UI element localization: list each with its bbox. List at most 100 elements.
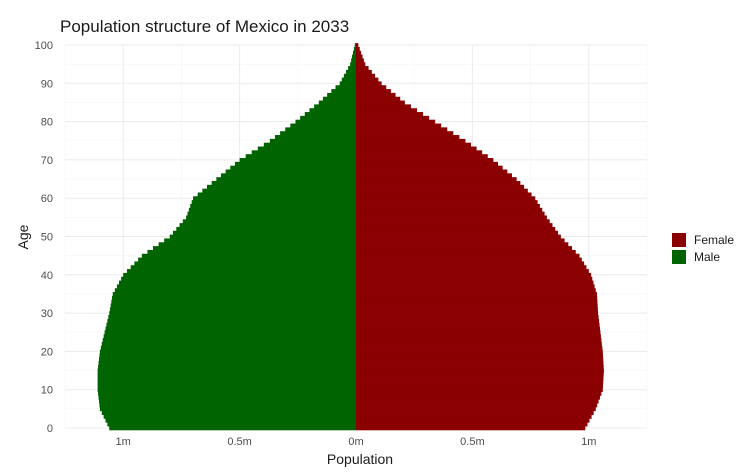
male-bar (169, 234, 356, 239)
male-bar (216, 177, 356, 182)
legend-swatch (672, 250, 686, 264)
x-tick-label: 1m (116, 436, 131, 448)
male-bar (103, 414, 356, 419)
female-bar (356, 341, 602, 347)
female-bar (356, 96, 401, 101)
female-bar (356, 215, 547, 220)
male-bar (104, 330, 357, 335)
male-bar (350, 62, 356, 67)
male-bar (110, 303, 356, 308)
male-bar (105, 418, 356, 423)
female-bar (356, 200, 538, 205)
female-bar (356, 169, 508, 174)
male-bar (314, 104, 356, 109)
legend-swatch (672, 233, 686, 247)
chart-title: Population structure of Mexico in 2033 (60, 17, 349, 36)
female-bar (356, 69, 372, 75)
female-bar (356, 242, 569, 247)
male-bar (186, 215, 356, 220)
female-bar (356, 395, 600, 400)
female-bar (356, 138, 466, 144)
male-bar (119, 280, 356, 285)
male-bar (230, 165, 356, 170)
female-bar (356, 406, 596, 412)
female-bar (356, 77, 379, 82)
male-bar (141, 253, 356, 258)
male-bar (220, 173, 356, 178)
male-bar (352, 54, 356, 59)
female-bar (356, 85, 387, 90)
legend-label: Female (694, 233, 734, 247)
male-bar (341, 77, 356, 82)
male-bar (116, 284, 356, 289)
male-bar (158, 242, 356, 247)
female-bar (356, 257, 582, 262)
female-bar (356, 303, 598, 308)
female-bar (356, 418, 590, 423)
female-bar (356, 188, 528, 193)
male-bar (112, 292, 356, 297)
male-bar (111, 299, 356, 304)
male-bar (245, 154, 356, 159)
female-bar (356, 353, 604, 358)
male-bar (105, 326, 356, 331)
male-bar (251, 150, 356, 155)
female-bar (356, 142, 472, 147)
male-bar (109, 311, 357, 316)
male-bar (98, 364, 356, 370)
male-bars (97, 43, 357, 431)
female-bar (356, 158, 494, 163)
male-bar (130, 265, 356, 270)
female-bar (356, 403, 598, 408)
female-bar (356, 280, 594, 285)
female-bar (356, 73, 376, 78)
male-bar (304, 112, 356, 117)
female-bar (356, 219, 550, 224)
y-tick-label: 60 (41, 193, 53, 205)
female-bar (356, 150, 483, 155)
female-bar (356, 230, 559, 235)
female-bar (356, 288, 596, 293)
female-bar (356, 387, 603, 392)
male-bar (191, 200, 356, 205)
y-tick-label: 50 (41, 232, 53, 244)
female-bar (356, 345, 603, 350)
female-bar (356, 234, 561, 239)
female-bar (356, 196, 536, 201)
female-bar (356, 322, 600, 327)
male-bar (234, 161, 356, 167)
female-bar (356, 249, 576, 255)
male-bar (100, 345, 356, 350)
male-bar (109, 426, 357, 431)
female-bar (356, 376, 604, 381)
male-bar (99, 403, 356, 408)
female-bar (356, 292, 597, 297)
female-bar (356, 81, 382, 86)
female-bar (356, 360, 604, 366)
male-bar (98, 399, 356, 404)
y-tick-label: 10 (41, 385, 53, 397)
male-bar (98, 395, 357, 400)
male-bar (173, 230, 356, 235)
female-bar (356, 364, 604, 370)
male-bar (103, 334, 356, 339)
x-axis-ticks: 1m 0.5m 0m 0.5m 1m (116, 436, 597, 448)
male-bar (352, 50, 356, 55)
male-bar (187, 211, 356, 216)
male-bar (300, 115, 356, 121)
female-bar (356, 223, 553, 228)
male-bar (322, 96, 356, 101)
male-bar (263, 142, 356, 147)
female-bar (356, 207, 543, 212)
y-tick-label: 90 (41, 78, 53, 90)
male-bar (106, 322, 356, 327)
female-bar (356, 62, 366, 67)
male-bar (99, 349, 357, 354)
male-bar (98, 357, 356, 362)
female-bar (356, 334, 601, 339)
male-bar (269, 138, 356, 144)
female-bar (356, 89, 391, 94)
female-bar (356, 108, 417, 113)
y-tick-label: 40 (41, 270, 53, 282)
